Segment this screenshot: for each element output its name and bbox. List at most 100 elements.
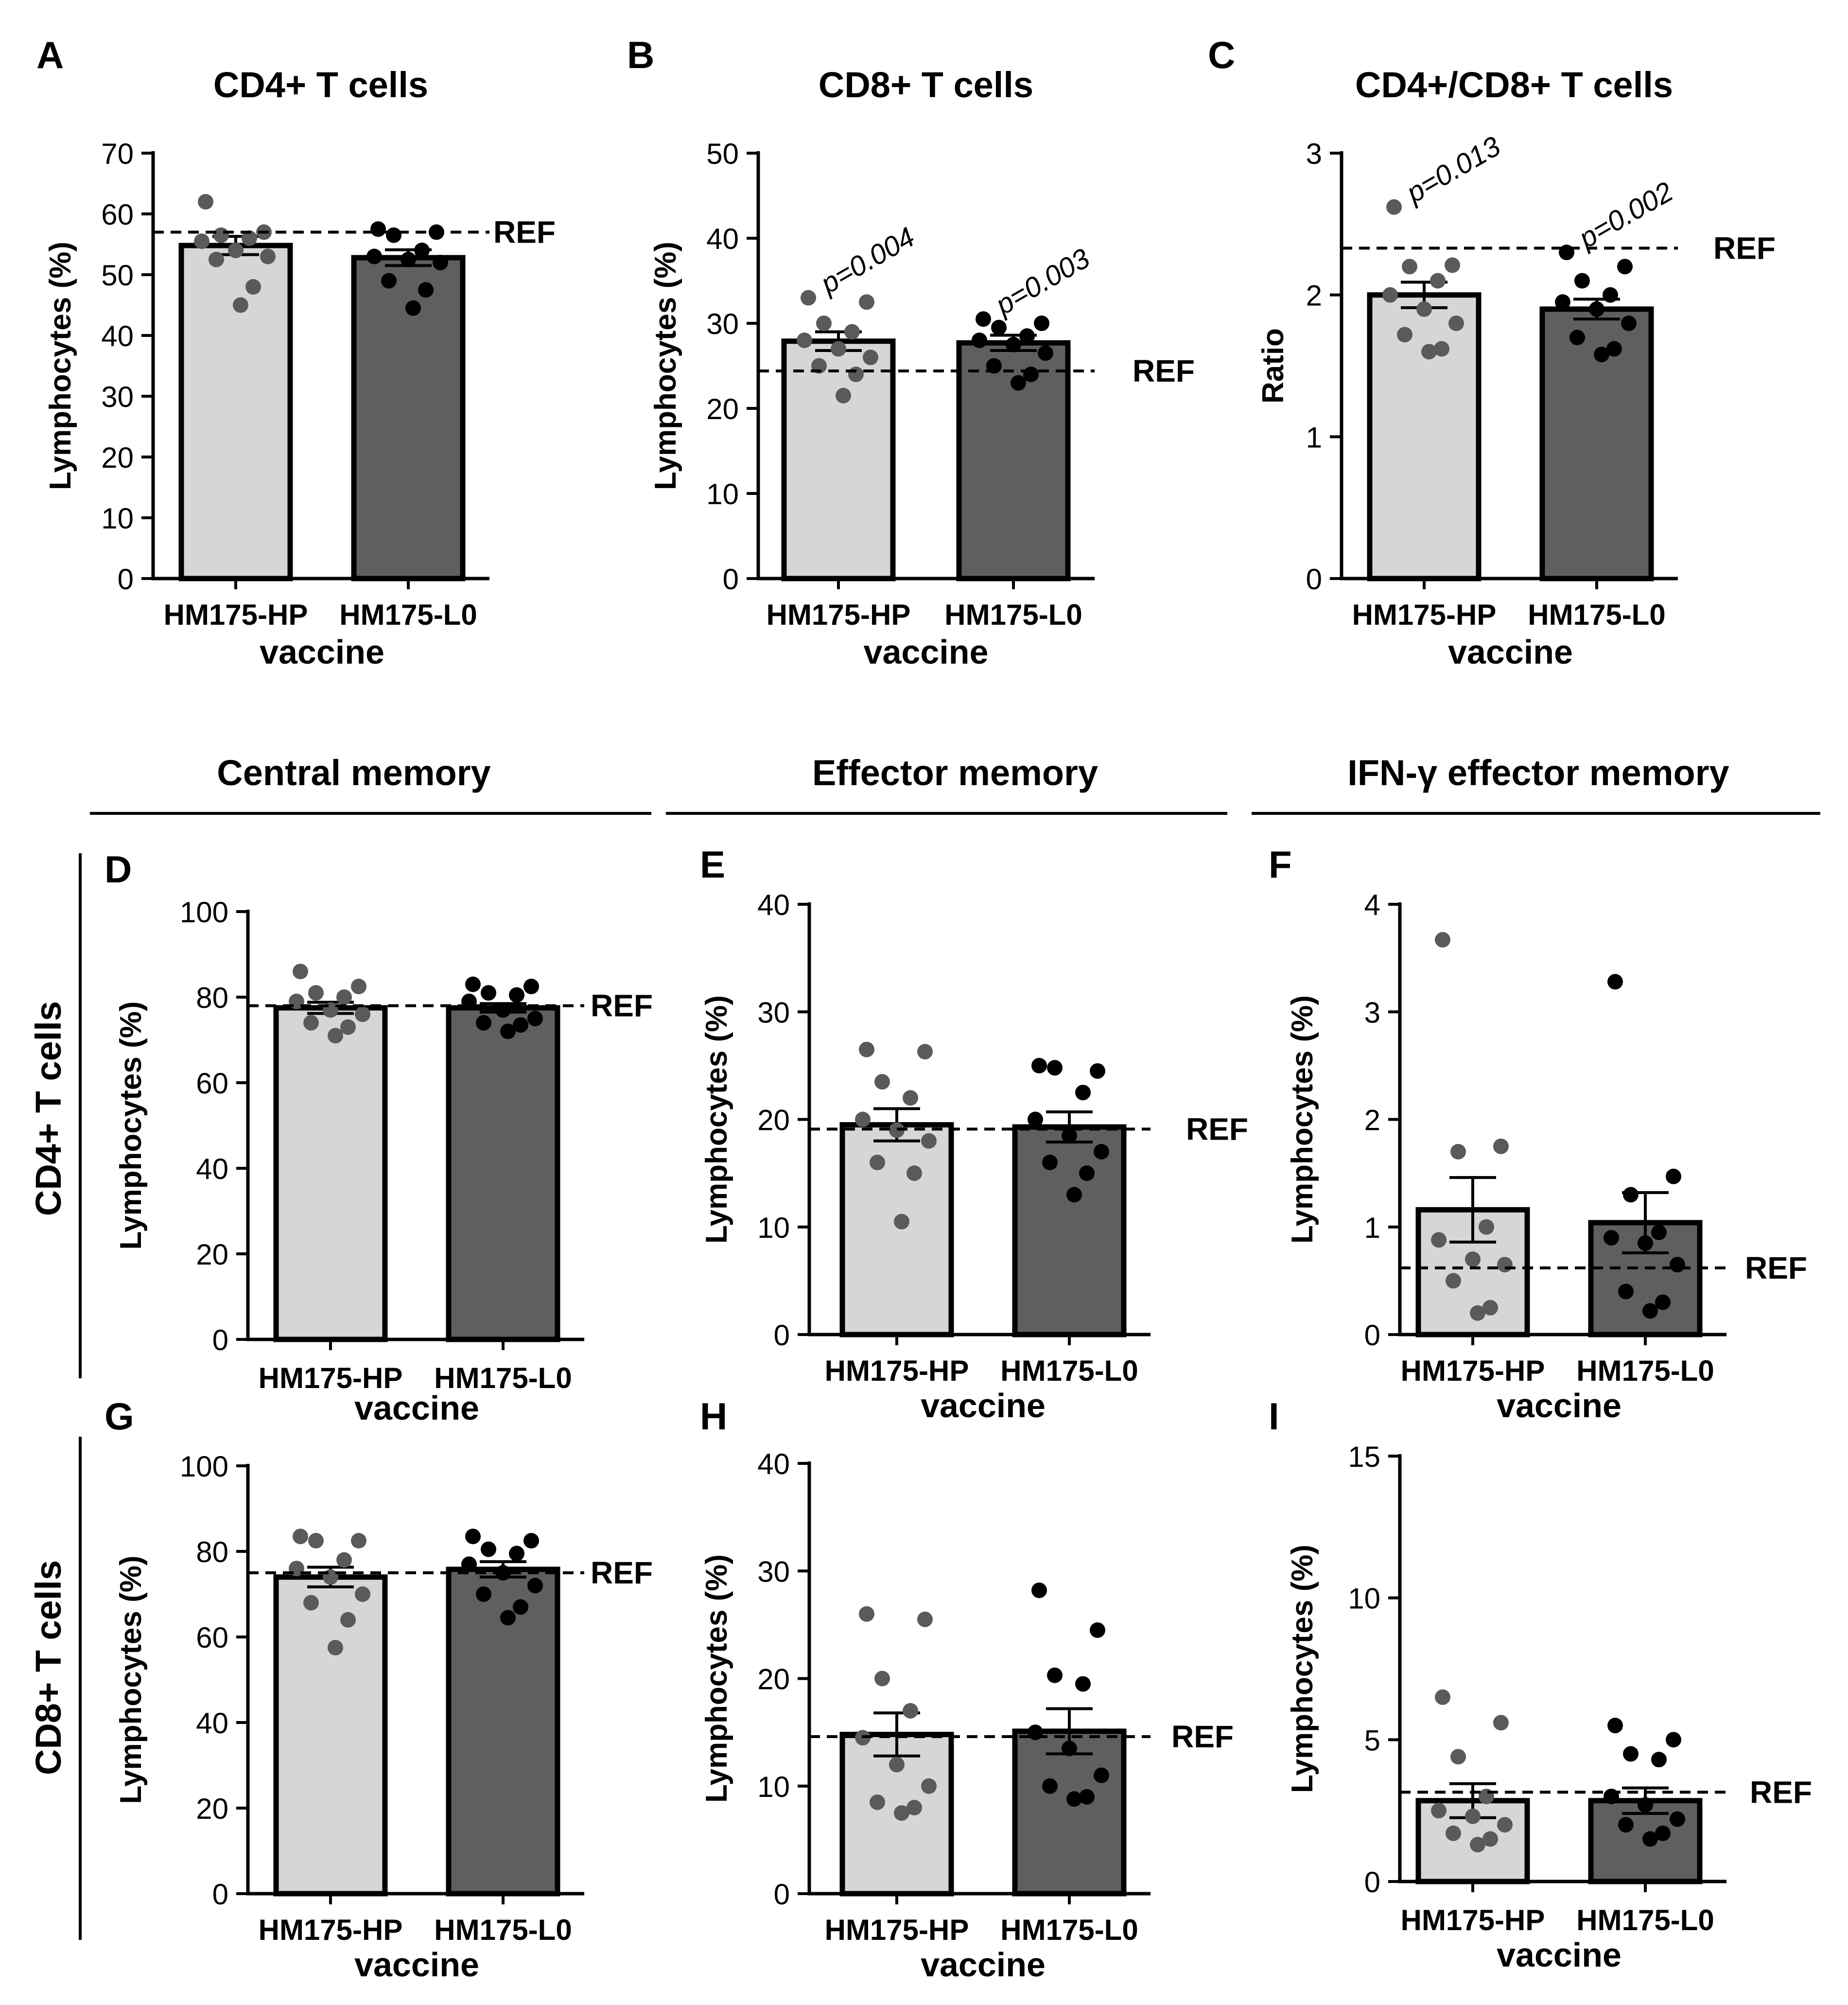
y-tick-label-b-3: 20 xyxy=(706,393,739,425)
data-point-i-1-2 xyxy=(1493,1715,1509,1731)
x-axis-label-d: vaccine xyxy=(354,1389,479,1427)
data-point-b-1-3 xyxy=(816,316,832,331)
row-labels: CD4+ T cells CD8+ T cells xyxy=(28,853,82,1940)
data-point-a-2-7 xyxy=(433,255,448,270)
x-axis-label-h: vaccine xyxy=(921,1946,1046,1984)
data-point-f-2-6 xyxy=(1638,1235,1653,1251)
y-axis-label-d: Lymphocytes (%) xyxy=(114,1001,148,1249)
x-tick-label-a-1: HM175-HP xyxy=(164,598,308,631)
y-axis-label-b: Lymphocytes (%) xyxy=(649,242,682,490)
y-tick-label-g-5: 80 xyxy=(196,1536,228,1568)
data-point-a-1-9 xyxy=(245,279,261,295)
y-tick-label-h-2: 10 xyxy=(757,1771,790,1803)
x-axis-label-e: vaccine xyxy=(921,1387,1046,1425)
panel-letter-e: E xyxy=(700,843,725,886)
data-point-b-2-5 xyxy=(972,333,987,348)
y-axis-label-a: Lymphocytes (%) xyxy=(44,242,77,490)
data-point-g-2-2 xyxy=(523,1533,539,1548)
data-point-b-1-5 xyxy=(797,333,812,348)
y-tick-label-i-3: 10 xyxy=(1348,1583,1380,1615)
y-tick-label-i-2: 5 xyxy=(1364,1724,1380,1757)
y-tick-label-a-4: 30 xyxy=(101,381,134,413)
panel-letter-a: A xyxy=(36,34,64,76)
data-point-h-2-3 xyxy=(1047,1667,1063,1683)
data-point-c-1-5 xyxy=(1382,287,1398,303)
y-tick-label-f-5: 4 xyxy=(1364,889,1380,921)
data-point-e-2-10 xyxy=(1066,1187,1082,1203)
y-tick-label-a-6: 50 xyxy=(101,259,134,292)
data-point-f-1-6 xyxy=(1465,1251,1481,1267)
chart-title-c: CD4+/CD8+ T cells xyxy=(1355,65,1673,105)
data-point-e-1-2 xyxy=(917,1044,933,1060)
data-point-g-1-7 xyxy=(355,1586,370,1602)
data-point-g-2-9 xyxy=(513,1599,528,1615)
x-tick-label-g-1: HM175-HP xyxy=(259,1914,403,1946)
data-point-d-1-9 xyxy=(340,1019,356,1035)
bar-g-1 xyxy=(273,1574,388,1897)
data-point-b-1-7 xyxy=(863,350,878,365)
y-tick-label-d-2: 20 xyxy=(196,1238,228,1271)
data-point-a-2-6 xyxy=(401,251,416,267)
panel-letters: A B C D E F G H I xyxy=(36,34,1292,1438)
chart-panel-c: CD4+/CD8+ T cells REF 0 1 2 3 HM175-HP HM175-L0… xyxy=(1256,65,1776,671)
y-tick-label-e-1: 0 xyxy=(774,1319,790,1352)
data-point-i-2-2 xyxy=(1666,1732,1681,1748)
x-tick-label-d-1: HM175-HP xyxy=(259,1362,403,1394)
data-point-b-1-10 xyxy=(836,387,851,404)
data-point-d-1-8 xyxy=(303,1015,319,1031)
data-point-c-1-9 xyxy=(1434,341,1449,357)
x-axis-label-g: vaccine xyxy=(354,1946,479,1984)
data-point-f-2-9 xyxy=(1655,1294,1671,1310)
y-tick-label-d-5: 80 xyxy=(196,982,228,1014)
y-axis-label-e: Lymphocytes (%) xyxy=(700,995,733,1244)
data-point-f-1-10 xyxy=(1470,1305,1485,1321)
data-point-i-2-1 xyxy=(1607,1718,1623,1734)
data-point-f-1-5 xyxy=(1431,1232,1447,1248)
panel-letter-d: D xyxy=(105,848,132,891)
data-point-i-1-3 xyxy=(1450,1749,1466,1765)
data-point-f-2-1 xyxy=(1607,974,1623,990)
panel-letter-i: I xyxy=(1269,1395,1279,1438)
section-header-ifn: IFN-γ effector memory xyxy=(1347,753,1729,793)
data-point-i-2-7 xyxy=(1670,1811,1685,1827)
x-tick-label-c-2: HM175-L0 xyxy=(1528,598,1665,631)
data-point-f-1-1 xyxy=(1435,932,1450,948)
data-point-c-2-9 xyxy=(1606,341,1622,357)
data-point-h-1-1 xyxy=(859,1606,874,1622)
data-point-f-2-10 xyxy=(1642,1303,1658,1319)
data-point-c-1-10 xyxy=(1421,344,1437,360)
data-point-b-1-9 xyxy=(848,367,864,382)
data-point-i-2-3 xyxy=(1623,1746,1639,1762)
y-tick-label-h-1: 0 xyxy=(774,1878,790,1911)
panel-letter-b: B xyxy=(627,34,654,76)
y-tick-label-e-4: 30 xyxy=(757,996,790,1029)
y-tick-label-a-8: 70 xyxy=(101,138,134,170)
y-tick-label-i-4: 15 xyxy=(1348,1441,1380,1473)
data-point-d-1-10 xyxy=(328,1028,343,1044)
bar-e-1 xyxy=(839,1122,954,1337)
data-point-d-2-7 xyxy=(527,1011,543,1026)
data-point-c-1-3 xyxy=(1402,259,1417,275)
y-tick-label-b-4: 30 xyxy=(706,308,739,340)
data-point-c-2-3 xyxy=(1574,273,1590,289)
bar-h-2 xyxy=(1012,1728,1127,1897)
data-point-h-1-10 xyxy=(894,1805,909,1821)
data-point-g-2-8 xyxy=(476,1586,491,1602)
p-value-c-2: p=0.002 xyxy=(1573,176,1678,255)
y-axis-label-c: Ratio xyxy=(1256,328,1290,404)
data-point-e-1-10 xyxy=(894,1214,909,1230)
y-tick-label-d-6: 100 xyxy=(180,896,228,929)
y-tick-label-e-2: 10 xyxy=(757,1212,790,1244)
y-axis-label-f: Lymphocytes (%) xyxy=(1286,995,1319,1244)
chart-title-a: CD4+ T cells xyxy=(213,65,428,105)
reference-label-c: REF xyxy=(1713,230,1776,265)
data-point-g-1-10 xyxy=(328,1640,343,1655)
x-tick-label-i-1: HM175-HP xyxy=(1401,1904,1545,1936)
data-point-c-2-7 xyxy=(1621,316,1637,331)
chart-panel-b: CD8+ T cells REF 0 10 20 30 40 50 HM175-HP HM175-… xyxy=(649,65,1195,671)
y-tick-label-g-2: 20 xyxy=(196,1793,228,1825)
data-point-b-2-4 xyxy=(1019,328,1035,344)
data-point-d-2-1 xyxy=(465,976,481,992)
